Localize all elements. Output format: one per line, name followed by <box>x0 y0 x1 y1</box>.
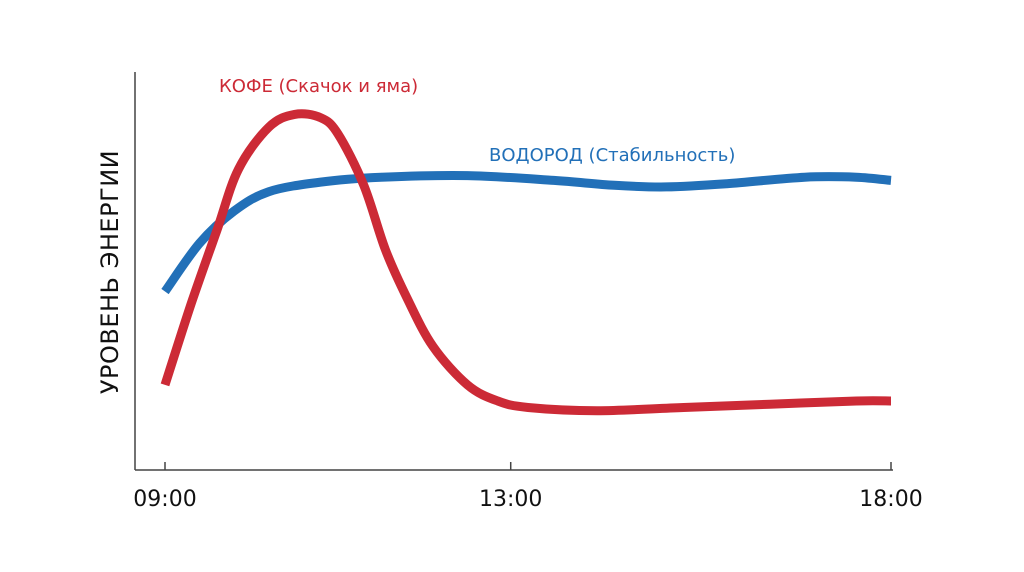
hydrogen-line <box>161 170 892 295</box>
coffee-line <box>160 109 892 416</box>
x-tick-label: 18:00 <box>859 487 922 512</box>
coffee-series-label: КОФЕ (Скачок и яма) <box>219 76 418 97</box>
x-tick-label: 13:00 <box>479 487 542 512</box>
x-ticks: 09:00 13:00 18:00 <box>133 462 923 512</box>
y-axis-title: УРОВЕНЬ ЭНЕРГИИ <box>96 150 124 394</box>
x-tick-label: 09:00 <box>133 487 196 512</box>
series-lines <box>160 109 892 416</box>
hydrogen-series-label: ВОДОРОД (Стабильность) <box>489 145 735 166</box>
